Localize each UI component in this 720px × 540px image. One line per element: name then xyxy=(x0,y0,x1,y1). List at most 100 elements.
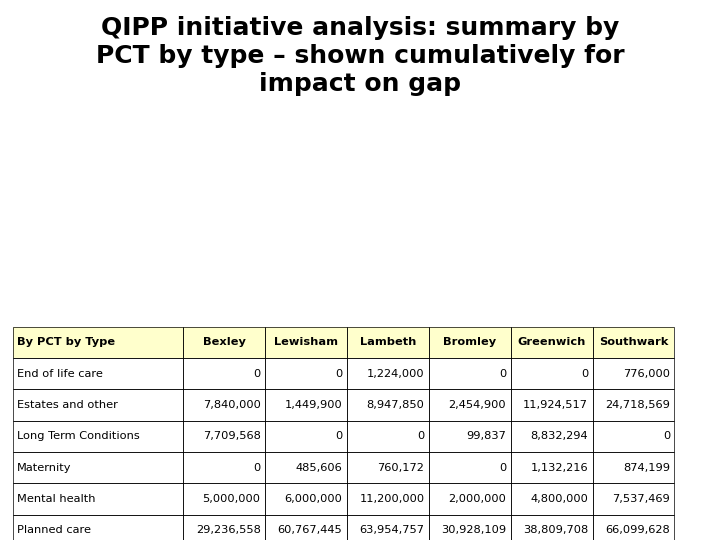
Text: Maternity: Maternity xyxy=(17,463,72,472)
Text: 99,837: 99,837 xyxy=(467,431,506,441)
Bar xyxy=(593,421,675,452)
Bar xyxy=(347,421,428,452)
Text: 0: 0 xyxy=(663,431,670,441)
Text: 0: 0 xyxy=(499,369,506,379)
Bar xyxy=(13,358,183,389)
Bar xyxy=(265,327,347,358)
Bar xyxy=(510,452,593,483)
Text: 7,537,469: 7,537,469 xyxy=(612,494,670,504)
Text: 0: 0 xyxy=(253,463,261,472)
Bar xyxy=(428,515,510,540)
Text: 4,800,000: 4,800,000 xyxy=(531,494,588,504)
Bar xyxy=(428,421,510,452)
Text: Greenwich: Greenwich xyxy=(518,338,586,347)
Text: By PCT by Type: By PCT by Type xyxy=(17,338,115,347)
Bar xyxy=(183,358,265,389)
Bar xyxy=(183,452,265,483)
Bar xyxy=(510,358,593,389)
Bar xyxy=(183,515,265,540)
Bar xyxy=(510,452,593,483)
Bar xyxy=(593,389,675,421)
Bar xyxy=(510,515,593,540)
Bar xyxy=(593,358,675,389)
Bar xyxy=(347,327,428,358)
Bar xyxy=(593,327,675,358)
Bar xyxy=(428,421,510,452)
Bar xyxy=(347,515,428,540)
Text: 485,606: 485,606 xyxy=(296,463,343,472)
Bar xyxy=(183,452,265,483)
Text: 66,099,628: 66,099,628 xyxy=(606,525,670,535)
Text: 1,449,900: 1,449,900 xyxy=(284,400,343,410)
Bar xyxy=(428,358,510,389)
Bar xyxy=(428,483,510,515)
Bar xyxy=(510,389,593,421)
Bar xyxy=(347,389,428,421)
Bar xyxy=(593,327,675,358)
Text: 8,947,850: 8,947,850 xyxy=(366,400,424,410)
Bar xyxy=(265,358,347,389)
Bar xyxy=(347,452,428,483)
Bar xyxy=(510,358,593,389)
Bar xyxy=(183,327,265,358)
Text: 11,200,000: 11,200,000 xyxy=(359,494,424,504)
Bar xyxy=(428,327,510,358)
Bar xyxy=(13,327,183,358)
Bar xyxy=(347,389,428,421)
Bar xyxy=(510,483,593,515)
Text: Mental health: Mental health xyxy=(17,494,96,504)
Bar xyxy=(510,327,593,358)
Bar xyxy=(347,358,428,389)
Bar xyxy=(183,421,265,452)
Text: 0: 0 xyxy=(581,369,588,379)
Text: 6,000,000: 6,000,000 xyxy=(284,494,343,504)
Bar xyxy=(347,483,428,515)
Bar xyxy=(265,327,347,358)
Bar xyxy=(183,358,265,389)
Bar xyxy=(265,421,347,452)
Text: 38,809,708: 38,809,708 xyxy=(523,525,588,535)
Bar xyxy=(593,452,675,483)
Text: 2,000,000: 2,000,000 xyxy=(449,494,506,504)
Bar xyxy=(13,515,183,540)
Bar xyxy=(347,515,428,540)
Bar xyxy=(428,358,510,389)
Bar xyxy=(265,483,347,515)
Text: Planned care: Planned care xyxy=(17,525,91,535)
Text: Bromley: Bromley xyxy=(443,338,496,347)
Bar xyxy=(510,421,593,452)
Bar xyxy=(593,421,675,452)
Bar xyxy=(183,389,265,421)
Text: Lambeth: Lambeth xyxy=(359,338,416,347)
Text: 1,132,216: 1,132,216 xyxy=(531,463,588,472)
Text: 0: 0 xyxy=(499,463,506,472)
Bar xyxy=(13,327,183,358)
Text: 0: 0 xyxy=(336,431,343,441)
Bar xyxy=(13,452,183,483)
Text: 874,199: 874,199 xyxy=(623,463,670,472)
Bar xyxy=(183,515,265,540)
Bar xyxy=(593,358,675,389)
Text: 24,718,569: 24,718,569 xyxy=(606,400,670,410)
Bar xyxy=(593,483,675,515)
Bar xyxy=(183,483,265,515)
Bar xyxy=(347,358,428,389)
Bar xyxy=(428,515,510,540)
Bar xyxy=(510,421,593,452)
Bar xyxy=(183,483,265,515)
Text: QIPP initiative analysis: summary by
PCT by type – shown cumulatively for
impact: QIPP initiative analysis: summary by PCT… xyxy=(96,16,624,96)
Text: 0: 0 xyxy=(253,369,261,379)
Bar xyxy=(183,421,265,452)
Bar xyxy=(428,389,510,421)
Bar xyxy=(347,421,428,452)
Text: 760,172: 760,172 xyxy=(377,463,424,472)
Bar xyxy=(510,389,593,421)
Text: 7,840,000: 7,840,000 xyxy=(203,400,261,410)
Text: 5,000,000: 5,000,000 xyxy=(202,494,261,504)
Bar xyxy=(347,483,428,515)
Text: 0: 0 xyxy=(336,369,343,379)
Text: 30,928,109: 30,928,109 xyxy=(441,525,506,535)
Bar xyxy=(183,389,265,421)
Bar xyxy=(428,483,510,515)
Bar xyxy=(265,389,347,421)
